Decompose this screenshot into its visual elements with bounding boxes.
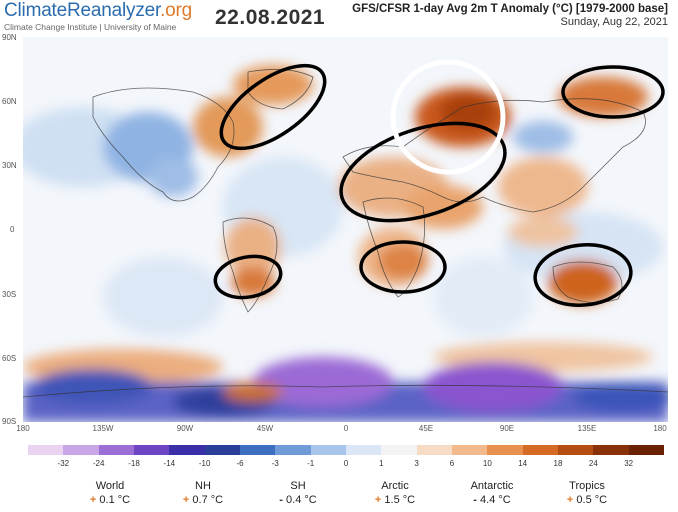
colorbar-ticks: -32 -24 -18 -14 -10 -6 -3 -1 0 1 3 6 10 14 18 24 32 — [28, 459, 664, 471]
lon-label-45w: 45W — [256, 424, 274, 433]
stat-name-world: World — [95, 480, 125, 492]
colorbar-tick-label: 18 — [553, 459, 563, 468]
colorbar-swatch — [63, 445, 99, 455]
stat-sign-sh: - — [279, 494, 283, 506]
brand-logo-text[interactable]: ClimateReanalyzer.org — [4, 0, 192, 21]
colorbar-swatch — [451, 445, 488, 455]
stat-sign-world: + — [89, 494, 97, 506]
stat-arctic: Arctic + 1.5 °C — [345, 479, 445, 507]
lat-label-30s: 30S — [2, 290, 17, 299]
lat-label-30n: 30N — [2, 161, 17, 170]
annotation-europe-africa — [339, 121, 507, 223]
stat-value-antarctic: 4.4 °C — [480, 494, 511, 506]
colorbar — [28, 445, 664, 455]
colorbar-tick-label: -14 — [163, 459, 176, 468]
colorbar-swatch — [275, 445, 311, 455]
colorbar-swatch — [381, 445, 417, 455]
lon-label-180w: 180 — [16, 424, 30, 433]
model-title: GFS/CFSR 1-day Avg 2m T Anomaly (°C) [19… — [352, 3, 668, 15]
lat-label-60s: 60S — [2, 354, 17, 363]
colorbar-tick-label: 14 — [518, 459, 528, 468]
stat-world: World + 0.1 °C — [60, 479, 160, 507]
colorbar-swatch — [345, 445, 382, 455]
lon-label-180e: 180 — [653, 424, 667, 433]
colorbar-tick-label: 3 — [414, 459, 419, 468]
stat-name-antarctic: Antarctic — [470, 480, 514, 492]
lon-label-0: 0 — [343, 424, 349, 433]
colorbar-tick-label: -3 — [271, 459, 279, 468]
annotation-south-america — [213, 254, 283, 300]
stat-sign-tropics: + — [566, 494, 574, 506]
annotation-siberia-circle — [390, 59, 506, 175]
stat-sign-nh: + — [182, 494, 190, 506]
brand-subtitle: Climate Change Institute | University of… — [4, 22, 177, 32]
lon-label-45e: 45E — [418, 424, 434, 433]
colorbar-swatch — [239, 445, 276, 455]
map-date-title: 22.08.2021 — [215, 6, 326, 29]
annotation-outlines — [213, 63, 665, 307]
colorbar-swatch — [487, 445, 523, 455]
lat-label-90s: 90S — [2, 417, 17, 426]
colorbar-tick-label: -24 — [92, 459, 105, 468]
lon-label-90w: 90W — [176, 424, 194, 433]
colorbar-tick-label: -10 — [198, 459, 211, 468]
stat-name-arctic: Arctic — [381, 480, 409, 492]
annotation-canada-greenland — [219, 63, 327, 151]
lon-label-135e: 135E — [577, 424, 597, 433]
colorbar-tick-label: -18 — [128, 459, 140, 468]
stat-sh: SH - 0.4 °C — [248, 479, 348, 507]
region-stats: World + 0.1 °C NH + 0.7 °C SH - 0.4 °C A… — [0, 479, 678, 512]
stat-value-nh: 0.7 °C — [192, 494, 224, 506]
lon-label-90e: 90E — [499, 424, 515, 433]
colorbar-tick-label: 32 — [624, 459, 634, 468]
anomaly-map-svg — [23, 37, 668, 422]
date-subtitle: Sunday, Aug 22, 2021 — [560, 16, 668, 28]
colorbar-tick-label: 0 — [343, 459, 349, 468]
lat-label-90n: 90N — [2, 33, 17, 42]
brand-block: ClimateReanalyzer.org Climate Change Ins… — [4, 0, 192, 32]
stat-value-tropics: 0.5 °C — [576, 494, 608, 506]
colorbar-swatch — [310, 445, 346, 455]
coastlines — [23, 69, 668, 398]
colorbar-swatch — [557, 445, 594, 455]
stat-value-world: 0.1 °C — [99, 494, 131, 506]
colorbar-tick-label: -6 — [236, 459, 244, 468]
stat-value-arctic: 1.5 °C — [384, 494, 416, 506]
stat-sign-antarctic: - — [473, 494, 477, 506]
colorbar-swatch — [98, 445, 134, 455]
colorbar-tick-label: 1 — [379, 459, 384, 468]
annotation-east-siberia — [561, 65, 665, 119]
colorbar-tick-label: -32 — [57, 459, 70, 468]
annotation-australia — [533, 243, 633, 307]
colorbar-swatch — [416, 445, 452, 455]
lat-label-0: 0 — [10, 225, 15, 234]
annotation-southern-africa — [359, 240, 447, 294]
stat-name-nh: NH — [195, 480, 211, 492]
colorbar-swatch — [28, 445, 64, 455]
lat-label-60n: 60N — [2, 97, 17, 106]
stat-name-tropics: Tropics — [569, 480, 605, 492]
stat-value-sh: 0.4 °C — [286, 494, 317, 506]
colorbar-swatch — [522, 445, 558, 455]
colorbar-swatch — [593, 445, 629, 455]
colorbar-swatch — [204, 445, 240, 455]
lon-label-135w: 135W — [92, 424, 114, 433]
stat-tropics: Tropics + 0.5 °C — [537, 479, 637, 507]
colorbar-tick-label: 10 — [482, 459, 492, 468]
brand-name-tld: .org — [160, 0, 193, 21]
colorbar-swatch — [169, 445, 205, 455]
stat-antarctic: Antarctic - 4.4 °C — [442, 479, 542, 507]
stat-sign-arctic: + — [374, 494, 382, 506]
anomaly-map[interactable] — [23, 37, 668, 422]
colorbar-tick-label: 6 — [449, 459, 455, 468]
colorbar-swatch — [628, 445, 664, 455]
colorbar-swatch — [133, 445, 170, 455]
colorbar-tick-label: 24 — [588, 459, 598, 468]
colorbar-tick-label: -1 — [307, 459, 315, 468]
stat-name-sh: SH — [290, 480, 306, 492]
stat-nh: NH + 0.7 °C — [153, 479, 253, 507]
brand-name-main: ClimateReanalyzer — [4, 0, 161, 21]
